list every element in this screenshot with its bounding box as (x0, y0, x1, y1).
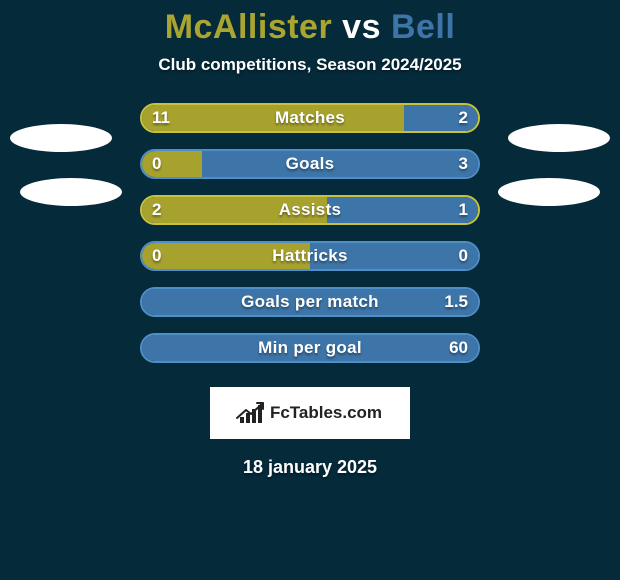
value-right: 1 (459, 195, 468, 225)
bar-label: Hattricks (142, 243, 478, 269)
brand-text: FcTables.com (270, 403, 382, 423)
value-left: 0 (152, 241, 161, 271)
value-left: 0 (152, 149, 161, 179)
comparison-card: McAllister vs Bell Club competitions, Se… (0, 0, 620, 580)
stat-row: Hattricks0 0 (0, 241, 620, 273)
bar-label: Goals (142, 151, 478, 177)
bar-label: Goals per match (142, 289, 478, 315)
stat-row: Min per goal60 (0, 333, 620, 365)
title-left: McAllister (165, 8, 333, 46)
bar-label: Assists (142, 197, 478, 223)
bar-label: Matches (142, 105, 478, 131)
page-title: McAllister vs Bell (0, 8, 620, 47)
bar-track: Goals (140, 149, 480, 179)
bar-label: Min per goal (142, 335, 478, 361)
brand-badge: FcTables.com (210, 387, 410, 439)
fctables-icon (238, 403, 264, 423)
subtitle: Club competitions, Season 2024/2025 (0, 55, 620, 75)
bar-track: Goals per match (140, 287, 480, 317)
value-right: 3 (459, 149, 468, 179)
value-right: 1.5 (444, 287, 468, 317)
title-vs: vs (342, 8, 381, 46)
stat-row: Goals per match1.5 (0, 287, 620, 319)
bar-track: Matches (140, 103, 480, 133)
value-right: 60 (449, 333, 468, 363)
value-left: 11 (152, 103, 170, 133)
value-right: 2 (459, 103, 468, 133)
stat-row: Assists2 1 (0, 195, 620, 227)
bar-track: Min per goal (140, 333, 480, 363)
date-line: 18 january 2025 (0, 457, 620, 478)
title-right: Bell (391, 8, 455, 46)
bar-track: Hattricks (140, 241, 480, 271)
value-left: 2 (152, 195, 161, 225)
stat-row: Matches11 2 (0, 103, 620, 135)
value-right: 0 (459, 241, 468, 271)
stat-row: Goals0 3 (0, 149, 620, 181)
bar-track: Assists (140, 195, 480, 225)
stat-rows: Matches112Goals03Assists21Hattricks00Goa… (0, 103, 620, 365)
